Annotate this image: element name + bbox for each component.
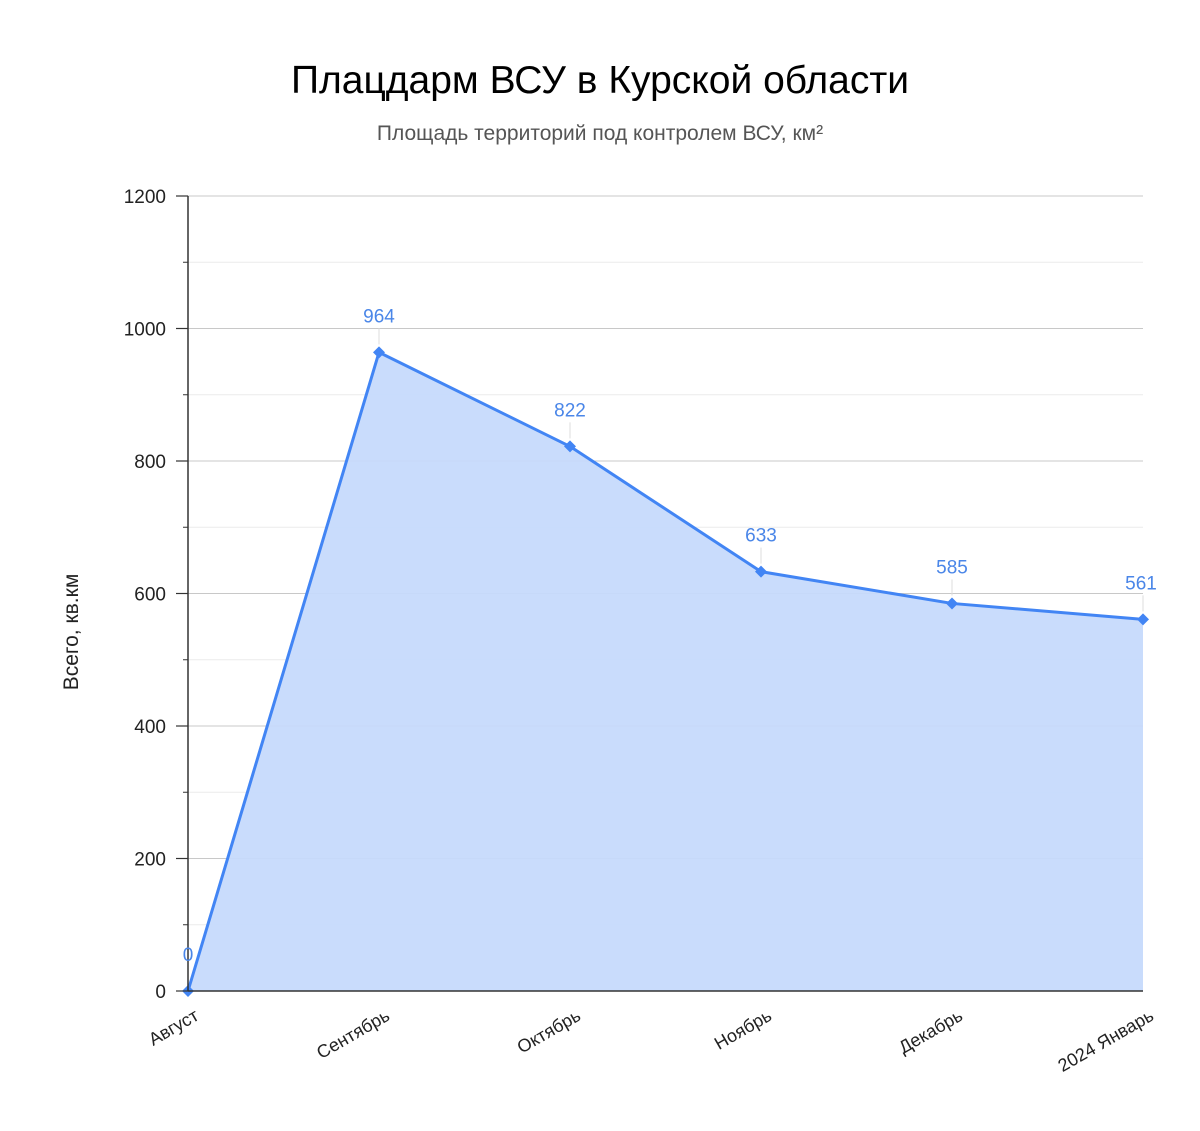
chart-title: Плацдарм ВСУ в Курской области xyxy=(291,59,909,102)
x-tick-label: Декабрь xyxy=(895,1005,966,1057)
data-label: 633 xyxy=(745,526,777,547)
data-point xyxy=(1137,613,1149,626)
data-point xyxy=(755,565,767,578)
x-tick-label: Сентябрь xyxy=(313,1005,393,1063)
data-label: 822 xyxy=(554,400,586,421)
data-point xyxy=(564,440,576,453)
y-tick-label: 600 xyxy=(134,585,166,606)
y-tick-label: 200 xyxy=(134,850,166,871)
data-label: 0 xyxy=(183,945,194,966)
area-fill xyxy=(188,352,1143,992)
y-tick-label: 1200 xyxy=(124,187,166,208)
y-tick-label: 0 xyxy=(155,982,166,1003)
data-label: 585 xyxy=(936,557,968,578)
y-axis-label: Всего, кв.км xyxy=(60,574,83,691)
chart-subtitle: Площадь территорий под контролем ВСУ, км… xyxy=(377,122,823,145)
x-tick-label: Октябрь xyxy=(514,1005,584,1057)
data-point xyxy=(373,346,385,359)
y-tick-label: 1000 xyxy=(124,320,166,341)
plot-area xyxy=(182,346,1149,997)
y-tick-label: 400 xyxy=(134,717,166,738)
x-tick-label: Ноябрь xyxy=(711,1005,775,1054)
data-label: 561 xyxy=(1125,573,1157,594)
series-line xyxy=(186,350,1144,992)
data-label: 964 xyxy=(363,306,395,327)
labels: 0 964 822 633 585 561 xyxy=(183,306,1157,966)
x-tick-label: 2024 Январь xyxy=(1055,1005,1157,1076)
y-tick-label: 800 xyxy=(134,452,166,473)
x-tick-label: Август xyxy=(145,1005,202,1049)
data-point xyxy=(946,597,958,610)
